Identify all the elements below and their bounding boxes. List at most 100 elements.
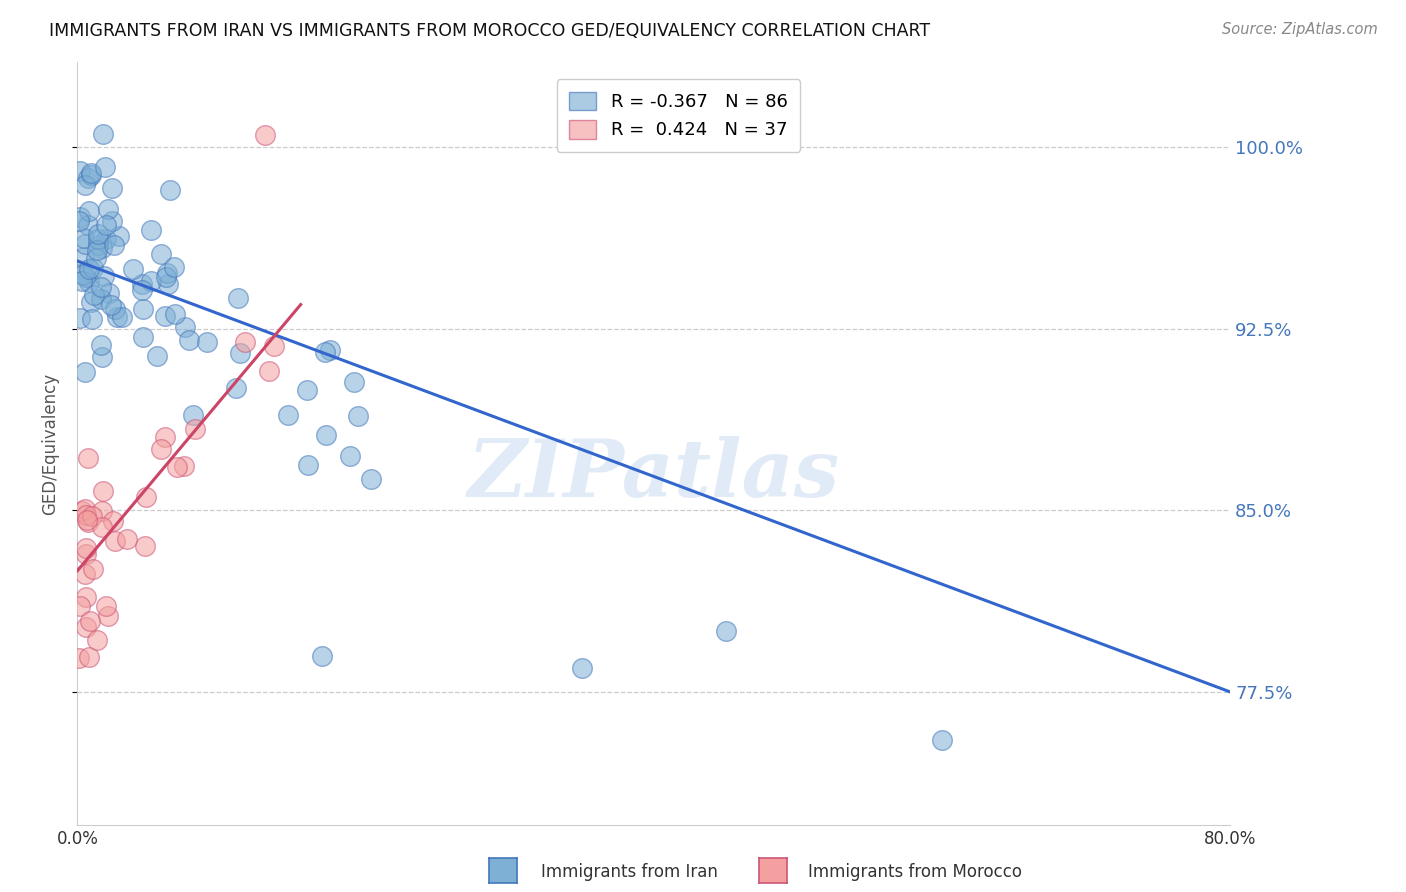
Point	[97, 608, 120, 623]
Point	[173, 458, 195, 473]
Point	[72, 268, 94, 282]
Legend: R = -0.367   N = 86, R =  0.424   N = 37: R = -0.367 N = 86, R = 0.424 N = 37	[557, 79, 800, 153]
Point	[84, 252, 107, 266]
Point	[69, 310, 91, 325]
Point	[225, 381, 247, 395]
Point	[77, 649, 100, 664]
Point	[90, 504, 112, 518]
Point	[571, 661, 593, 675]
Point	[233, 335, 256, 350]
Point	[79, 614, 101, 628]
Point	[96, 231, 118, 245]
Point	[75, 619, 97, 633]
Text: IMMIGRANTS FROM IRAN VS IMMIGRANTS FROM MOROCCO GED/EQUIVALENCY CORRELATION CHAR: IMMIGRANTS FROM IRAN VS IMMIGRANTS FROM …	[49, 22, 931, 40]
Point	[90, 292, 112, 306]
Point	[75, 501, 97, 516]
Point	[73, 231, 96, 245]
Point	[141, 274, 163, 288]
Point	[100, 298, 122, 312]
Point	[82, 562, 104, 576]
Point	[155, 270, 177, 285]
Point	[93, 268, 115, 283]
Point	[77, 516, 100, 530]
Point	[121, 262, 143, 277]
Point	[257, 364, 280, 378]
Point	[311, 648, 333, 663]
Point	[339, 449, 361, 463]
Point	[76, 218, 98, 232]
Point	[319, 343, 342, 358]
Point	[714, 624, 737, 639]
Point	[104, 534, 127, 549]
Point	[183, 409, 205, 423]
Point	[277, 408, 299, 422]
Point	[263, 339, 285, 353]
Point	[96, 599, 118, 613]
Point	[195, 334, 218, 349]
Point	[70, 503, 93, 517]
Point	[76, 513, 98, 527]
Point	[91, 241, 114, 255]
Point	[347, 409, 370, 423]
Point	[159, 183, 181, 197]
Point	[166, 459, 188, 474]
Point	[73, 178, 96, 193]
Point	[97, 286, 120, 301]
Point	[87, 227, 110, 242]
Point	[86, 633, 108, 648]
Point	[111, 310, 134, 324]
Point	[72, 268, 94, 282]
Point	[75, 270, 97, 285]
Point	[107, 228, 129, 243]
Point	[131, 283, 153, 297]
Point	[163, 260, 186, 274]
Point	[90, 351, 112, 365]
Point	[315, 428, 337, 442]
Point	[297, 458, 319, 473]
Point	[184, 422, 207, 436]
Point	[83, 288, 105, 302]
Point	[73, 567, 96, 582]
Y-axis label: GED/Equivalency: GED/Equivalency	[41, 373, 59, 515]
Point	[94, 161, 117, 175]
Text: Source: ZipAtlas.com: Source: ZipAtlas.com	[1222, 22, 1378, 37]
Point	[153, 309, 176, 323]
Point	[104, 302, 127, 317]
Point	[226, 292, 249, 306]
Point	[146, 349, 169, 363]
Point	[150, 246, 173, 260]
Point	[141, 223, 163, 237]
Point	[77, 171, 100, 186]
Point	[75, 236, 97, 251]
Point	[105, 310, 128, 324]
Point	[79, 261, 101, 276]
Point	[75, 590, 97, 604]
Text: Immigrants from Morocco: Immigrants from Morocco	[808, 863, 1022, 881]
Point	[163, 307, 186, 321]
Point	[73, 250, 96, 264]
Point	[360, 472, 382, 486]
Point	[80, 311, 103, 326]
Point	[177, 333, 200, 347]
Point	[156, 266, 179, 280]
Point	[75, 508, 97, 523]
Point	[131, 277, 153, 291]
Point	[69, 599, 91, 614]
Point	[69, 164, 91, 178]
Text: Immigrants from Iran: Immigrants from Iran	[541, 863, 718, 881]
Point	[69, 211, 91, 225]
Point	[90, 520, 112, 534]
Point	[314, 345, 336, 359]
Point	[100, 214, 122, 228]
Point	[295, 383, 318, 397]
Point	[80, 168, 103, 182]
Point	[229, 346, 252, 360]
Point	[77, 450, 100, 465]
Point	[157, 277, 180, 291]
Point	[90, 280, 112, 294]
Point	[101, 514, 124, 528]
Point	[115, 533, 138, 547]
Point	[101, 180, 124, 194]
Point	[80, 166, 103, 180]
Point	[86, 244, 108, 258]
